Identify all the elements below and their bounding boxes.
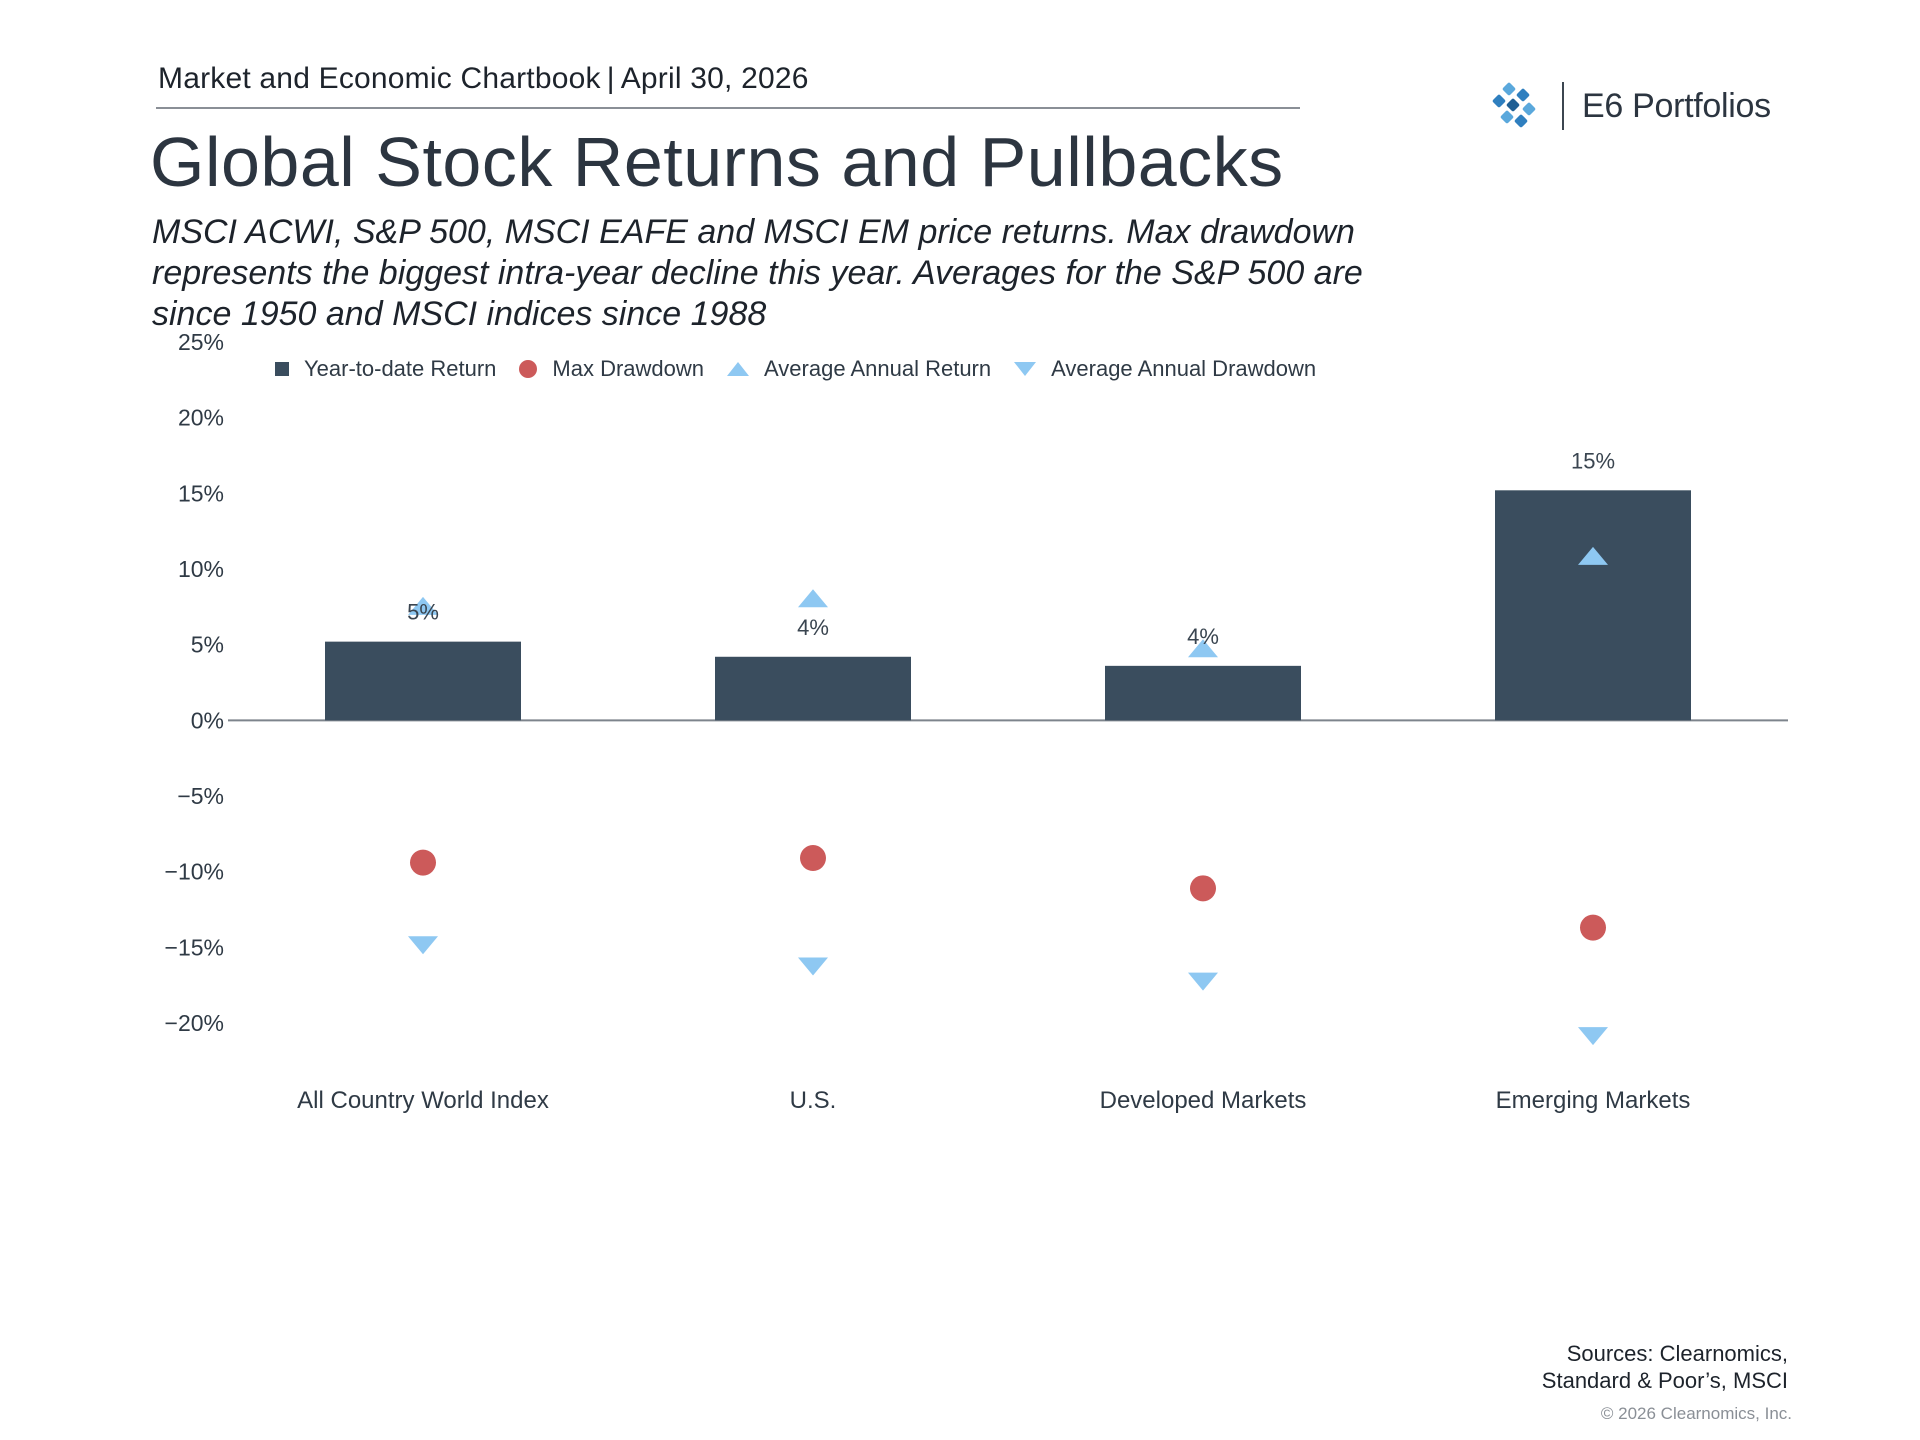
header-separator: | — [606, 62, 615, 95]
legend-label: Max Drawdown — [552, 356, 705, 381]
y-tick-label: −15% — [165, 934, 224, 960]
bar-value-label: 4% — [797, 615, 829, 640]
chart-legend: Year-to-date Return Max Drawdown Average… — [274, 356, 1338, 382]
brand-name: E6 Portfolios — [1582, 86, 1771, 125]
x-category-label: U.S. — [790, 1087, 837, 1114]
page-subtitle: MSCI ACWI, S&P 500, MSCI EAFE and MSCI E… — [152, 213, 1363, 333]
y-tick-label: −5% — [177, 783, 224, 809]
avg-annual-drawdown-point — [798, 957, 828, 976]
avg-annual-drawdown-point — [408, 936, 438, 955]
ytd-return-bar — [1105, 665, 1301, 721]
logo-divider — [1562, 82, 1564, 130]
bar-value-label: 5% — [407, 600, 439, 625]
legend-item-max-drawdown: Max Drawdown — [518, 356, 704, 382]
sources-note: Sources: Clearnomics, Standard & Poor’s,… — [1542, 1340, 1788, 1394]
chartbook-name: Market and Economic Chartbook — [158, 62, 601, 95]
y-tick-label: 0% — [191, 707, 224, 733]
ytd-return-bar — [1495, 490, 1691, 721]
square-marker-icon — [275, 362, 289, 376]
chartbook-date: April 30, 2026 — [620, 62, 809, 95]
ytd-return-bar — [325, 641, 521, 721]
y-tick-label: −20% — [165, 1010, 224, 1036]
y-tick-label: 15% — [178, 480, 224, 506]
x-category-label: Emerging Markets — [1496, 1087, 1691, 1114]
avg-annual-return-point — [1188, 639, 1218, 658]
triangle-down-marker-icon — [1014, 362, 1037, 376]
x-category-label: All Country World Index — [297, 1087, 549, 1114]
ytd-return-bar — [715, 656, 911, 721]
y-tick-label: 5% — [191, 632, 224, 658]
y-tick-label: 25% — [178, 329, 224, 355]
max-drawdown-point — [1190, 875, 1216, 902]
page-title: Global Stock Returns and Pullbacks — [150, 123, 1284, 201]
legend-label: Average Annual Return — [764, 356, 992, 381]
legend-label: Average Annual Drawdown — [1051, 356, 1317, 381]
bar-value-label: 4% — [1187, 624, 1219, 649]
x-category-label: Developed Markets — [1100, 1087, 1307, 1114]
copyright-note: © 2026 Clearnomics, Inc. — [1600, 1404, 1792, 1423]
y-tick-label: 10% — [178, 556, 224, 582]
bar-value-label: 15% — [1571, 448, 1615, 473]
chartbook-header: Market and Economic Chartbook | April 30, … — [158, 62, 809, 96]
max-drawdown-point — [800, 845, 826, 872]
avg-annual-return-point — [798, 589, 828, 608]
diamond-cluster-icon — [1492, 82, 1536, 128]
legend-item-avg-annual-return: Average Annual Return — [726, 356, 991, 382]
avg-annual-return-point — [1578, 546, 1608, 565]
avg-annual-drawdown-point — [1188, 972, 1218, 991]
circle-marker-icon — [519, 360, 538, 378]
avg-annual-drawdown-point — [1578, 1027, 1608, 1046]
y-tick-label: −10% — [165, 859, 224, 885]
legend-item-ytd-return: Year-to-date Return — [274, 356, 496, 382]
header-divider — [156, 107, 1300, 109]
max-drawdown-point — [410, 849, 436, 876]
max-drawdown-point — [1580, 914, 1606, 941]
triangle-up-marker-icon — [727, 362, 750, 376]
brand-logo: E6 Portfolios — [1490, 80, 1771, 132]
legend-label: Year-to-date Return — [304, 356, 497, 381]
sources-line-1: Sources: Clearnomics, — [1566, 1341, 1788, 1366]
y-tick-label: 20% — [178, 405, 224, 431]
sources-line-2: Standard & Poor’s, MSCI — [1541, 1368, 1788, 1393]
avg-annual-return-point — [408, 596, 438, 615]
legend-item-avg-annual-drawdown: Average Annual Drawdown — [1013, 356, 1316, 382]
